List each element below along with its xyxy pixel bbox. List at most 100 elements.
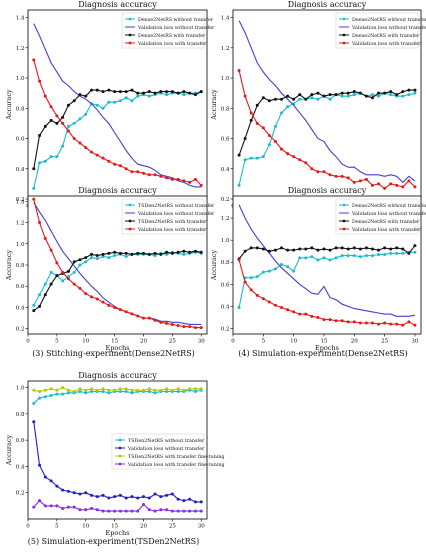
data-point: [395, 246, 399, 250]
data-point: [32, 401, 36, 405]
data-point: [165, 508, 169, 512]
data-point: [55, 392, 59, 396]
data-point: [334, 319, 338, 323]
data-point: [364, 94, 368, 98]
series-3: [237, 88, 417, 157]
data-point: [147, 94, 151, 98]
data-point: [101, 493, 105, 497]
data-point: [340, 319, 344, 323]
x-tick-label: 10: [290, 339, 297, 345]
y-tick-label: 0.4: [16, 305, 25, 311]
legend-marker: [342, 33, 346, 37]
data-point: [176, 497, 180, 501]
chart-title: Diagnosis accuracy: [78, 0, 157, 9]
data-point: [113, 388, 117, 392]
data-point: [61, 121, 65, 125]
data-point: [401, 323, 405, 327]
data-point: [370, 321, 374, 325]
data-point: [352, 93, 356, 97]
data-point: [298, 93, 302, 97]
data-point: [165, 250, 169, 254]
data-point: [130, 99, 134, 103]
data-point: [118, 164, 122, 168]
data-point: [38, 133, 42, 137]
data-point: [72, 282, 76, 286]
data-point: [304, 256, 308, 260]
y-tick-label: 1.2: [16, 221, 25, 227]
data-point: [358, 247, 362, 251]
data-point: [113, 90, 117, 94]
data-point: [124, 251, 128, 255]
data-point: [316, 258, 320, 262]
legend-marker: [118, 454, 122, 458]
data-point: [113, 100, 117, 104]
data-point: [78, 387, 82, 391]
data-point: [334, 174, 338, 178]
legend-label: Validation loss without transfer: [137, 211, 215, 217]
data-point: [389, 90, 393, 94]
data-point: [107, 256, 111, 260]
data-point: [130, 495, 134, 499]
data-point: [72, 260, 76, 264]
data-point: [159, 90, 163, 94]
data-point: [153, 91, 157, 95]
data-point: [243, 249, 247, 253]
y-tick-label: 0.4: [16, 167, 25, 173]
data-point: [124, 255, 128, 259]
data-point: [32, 186, 36, 190]
y-tick-label: 0.2: [221, 326, 230, 332]
data-point: [176, 387, 180, 391]
data-point: [90, 295, 94, 299]
data-point: [32, 505, 36, 509]
data-point: [170, 322, 174, 326]
data-point: [95, 253, 99, 257]
legend-box: [111, 433, 205, 470]
data-point: [249, 156, 253, 160]
data-point: [322, 256, 326, 260]
data-point: [358, 255, 362, 259]
data-point: [72, 137, 76, 141]
data-point: [170, 388, 174, 392]
data-point: [49, 270, 53, 274]
x-tick-label: 5: [55, 339, 59, 345]
data-point: [43, 293, 47, 297]
legend-label: Validation loss with transfer: [351, 41, 421, 47]
data-point: [49, 105, 53, 109]
data-point: [78, 508, 82, 512]
x-tick-label: 0: [26, 339, 30, 345]
data-point: [159, 320, 163, 324]
y-tick-label: 1.4: [16, 16, 25, 22]
data-point: [193, 93, 197, 97]
y-tick-label: 1.0: [221, 76, 230, 82]
data-point: [38, 463, 42, 467]
y-axis-label: Accuracy: [5, 89, 13, 121]
data-point: [261, 247, 265, 251]
data-point: [237, 68, 241, 72]
data-point: [182, 249, 186, 253]
data-point: [43, 395, 47, 399]
data-point: [255, 156, 259, 160]
data-point: [340, 254, 344, 258]
x-tick-label: 20: [351, 339, 358, 345]
y-axis-label: Accuracy: [210, 249, 218, 281]
y-tick-label: 0.6: [16, 438, 25, 444]
y-tick-label: 1.0: [16, 242, 25, 248]
data-point: [130, 509, 134, 513]
y-tick-label: 0.6: [221, 137, 230, 143]
data-point: [55, 121, 59, 125]
series-2: [32, 420, 203, 504]
data-point: [147, 173, 151, 177]
data-point: [66, 269, 70, 273]
data-point: [84, 508, 88, 512]
data-point: [32, 58, 36, 62]
data-point: [32, 303, 36, 307]
data-point: [193, 509, 197, 513]
legend: Dense2NetRS without transfer Validation l…: [121, 12, 215, 49]
data-point: [159, 174, 163, 178]
series-2: [238, 20, 416, 184]
legend-label: TSDen2NetRS with transfer fine-tuning: [128, 454, 225, 460]
data-point: [377, 248, 381, 252]
x-tick-label: 20: [140, 339, 147, 345]
data-point: [136, 509, 140, 513]
data-point: [72, 390, 76, 394]
